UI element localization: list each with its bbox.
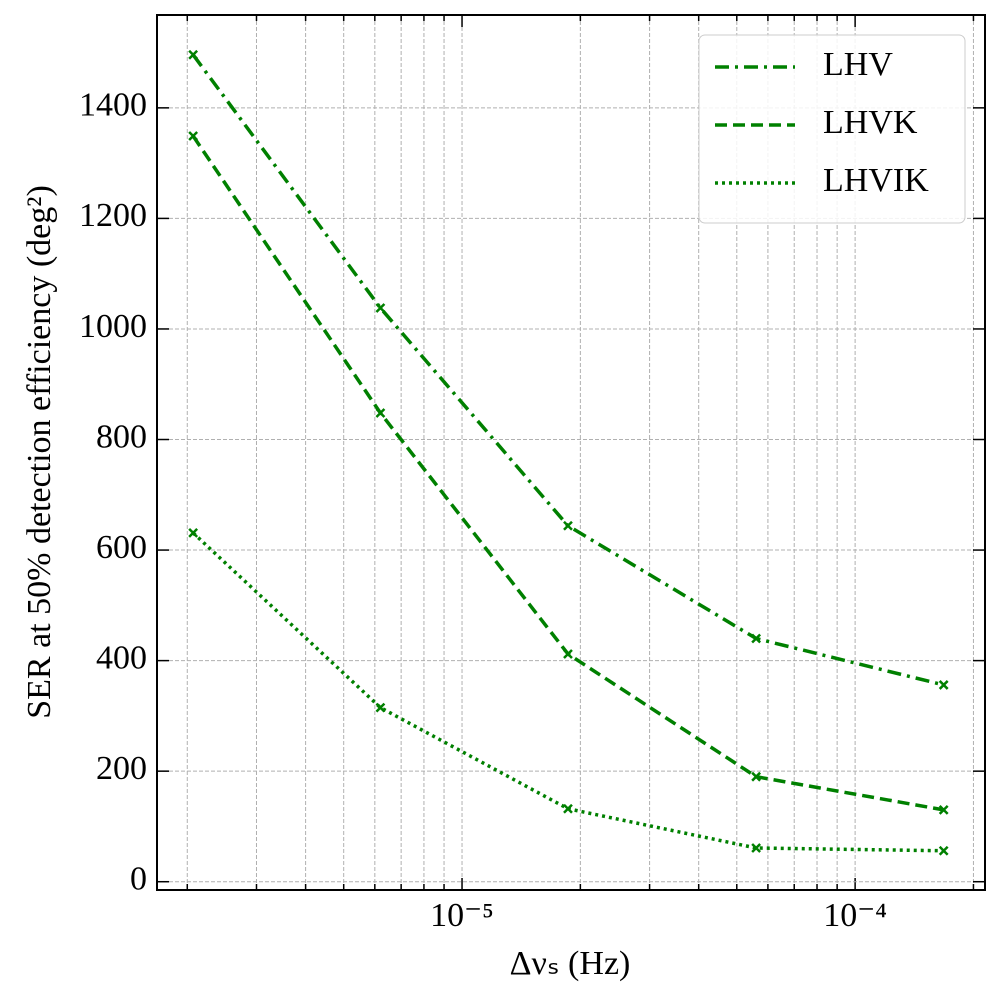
marker xyxy=(188,131,199,141)
x-tick-label: 10⁻⁵ xyxy=(430,897,494,934)
marker xyxy=(375,303,386,313)
marker xyxy=(563,649,573,659)
marker xyxy=(188,49,199,60)
marker xyxy=(938,680,949,690)
y-tick-label: 600 xyxy=(96,529,147,566)
legend: LHV LHVK LHVIK xyxy=(698,34,966,224)
y-tick-label: 800 xyxy=(96,418,147,455)
y-tick-label: 200 xyxy=(96,750,147,787)
y-tick-label: 1200 xyxy=(79,197,147,234)
marker xyxy=(375,408,386,418)
marker xyxy=(563,520,573,531)
y-tick-label: 1000 xyxy=(79,308,147,345)
legend-label: LHVK xyxy=(823,104,918,141)
plot-frame xyxy=(156,14,986,891)
y-tick-label: 0 xyxy=(130,861,147,898)
y-tick-label: 400 xyxy=(96,639,147,676)
y-axis-label: SER at 50% detection efficiency (deg²) xyxy=(21,185,58,719)
y-tick-label: 1400 xyxy=(79,87,147,124)
marker xyxy=(938,845,949,856)
marker xyxy=(751,771,762,782)
x-tick-label: 10⁻⁴ xyxy=(823,897,887,934)
legend-label: LHV xyxy=(823,46,893,83)
marker xyxy=(375,702,386,713)
marker xyxy=(751,843,762,853)
x-axis-label: Δνₛ (Hz) xyxy=(510,945,631,982)
marker xyxy=(938,804,949,815)
legend-box xyxy=(698,34,966,224)
marker xyxy=(751,633,762,644)
marker xyxy=(563,803,573,814)
marker xyxy=(188,528,199,538)
legend-label: LHVIK xyxy=(823,162,929,199)
